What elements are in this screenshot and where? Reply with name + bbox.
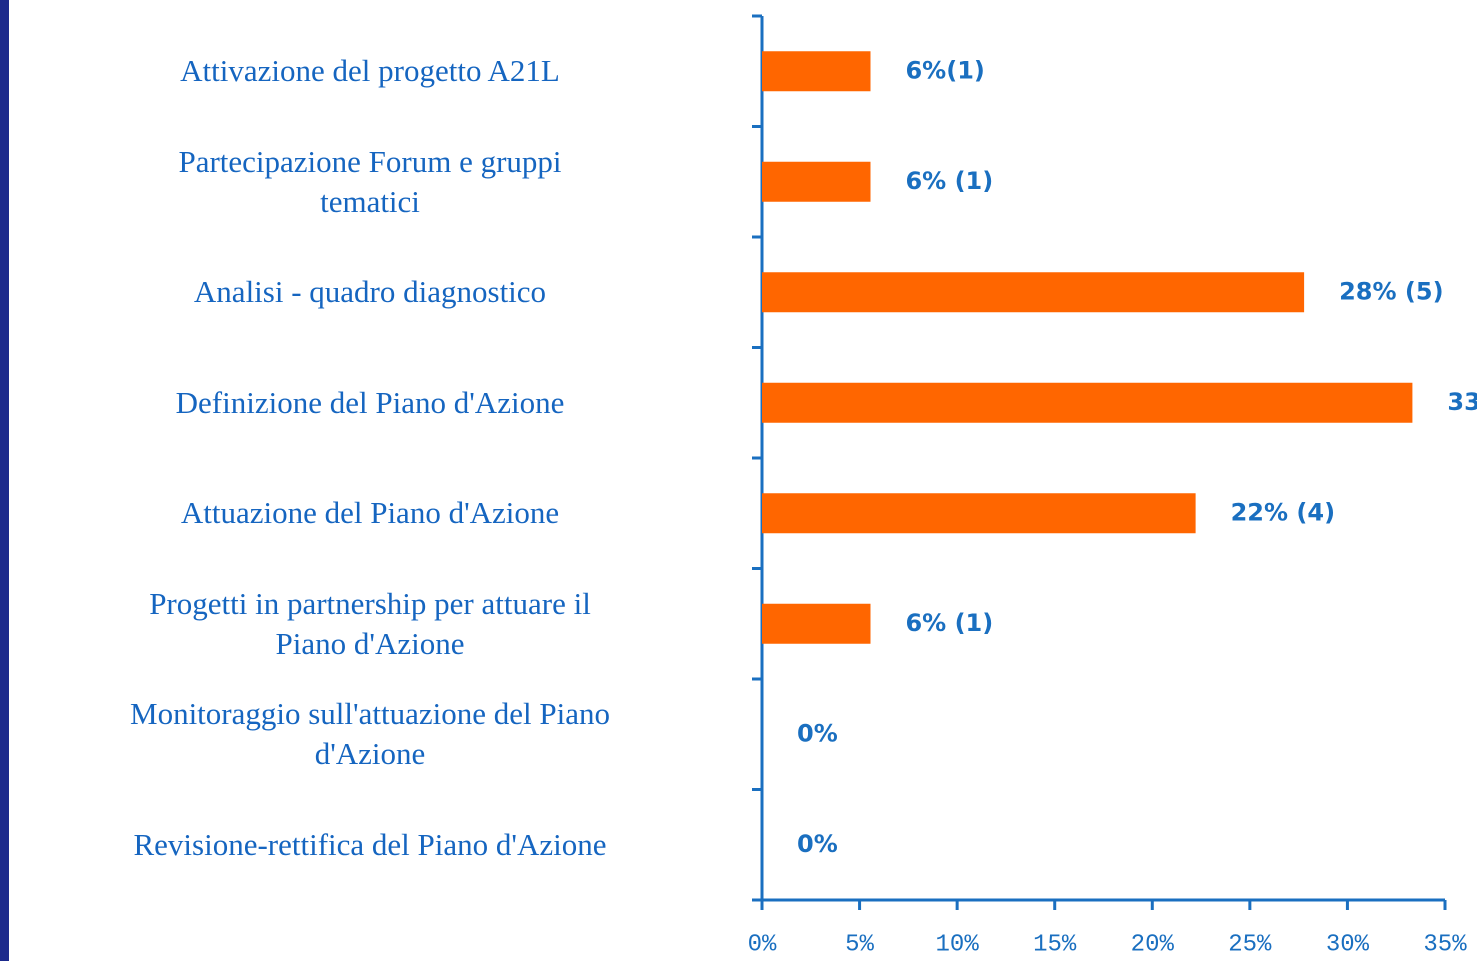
x-tick-label: 5%: [845, 931, 874, 958]
bar: [762, 493, 1196, 534]
bar: [762, 161, 871, 202]
category-label: Definizione del Piano d'Azione: [60, 383, 680, 423]
category-text: Monitoraggio sull'attuazione del Piano d…: [130, 696, 610, 772]
value-label: 0%: [797, 830, 838, 858]
category-text: Progetti in partnership per attuare il P…: [149, 585, 591, 661]
category-label: Monitoraggio sull'attuazione del Piano d…: [60, 694, 680, 774]
value-label: 22% (4): [1231, 498, 1335, 526]
category-text: Attuazione del Piano d'Azione: [180, 495, 560, 531]
category-text: Revisione-rettifica del Piano d'Azione: [133, 826, 607, 862]
value-label: 6% (1): [905, 609, 993, 637]
value-label: 6% (1): [905, 167, 993, 195]
x-tick-label: 0%: [748, 931, 777, 958]
bar: [762, 272, 1305, 313]
category-label: Partecipazione Forum e gruppi tematici: [60, 142, 680, 222]
bar: [762, 382, 1413, 423]
x-tick-label: 35%: [1423, 931, 1467, 958]
x-tick-label: 25%: [1228, 931, 1272, 958]
category-label: Attivazione del progetto A21L: [60, 51, 680, 91]
category-label: Revisione-rettifica del Piano d'Azione: [60, 825, 680, 865]
bar: [762, 603, 871, 644]
category-label: Attuazione del Piano d'Azione: [60, 493, 680, 533]
category-text: Definizione del Piano d'Azione: [175, 384, 565, 420]
category-label: Analisi - quadro diagnostico: [60, 272, 680, 312]
value-label: 33% (6): [1447, 388, 1477, 416]
x-tick-label: 10%: [936, 931, 980, 958]
category-text: Partecipazione Forum e gruppi tematici: [178, 143, 562, 219]
category-label: Progetti in partnership per attuare il P…: [60, 584, 680, 664]
x-tick-label: 15%: [1033, 931, 1077, 958]
x-tick-label: 30%: [1326, 931, 1370, 958]
side-strip: [0, 0, 9, 961]
category-text: Attivazione del progetto A21L: [180, 53, 560, 89]
category-text: Analisi - quadro diagnostico: [193, 274, 547, 310]
value-label: 0%: [797, 719, 838, 747]
value-label: 6%(1): [905, 56, 984, 84]
value-label: 28% (5): [1339, 277, 1443, 305]
bar: [762, 51, 871, 92]
x-tick-label: 20%: [1131, 931, 1175, 958]
